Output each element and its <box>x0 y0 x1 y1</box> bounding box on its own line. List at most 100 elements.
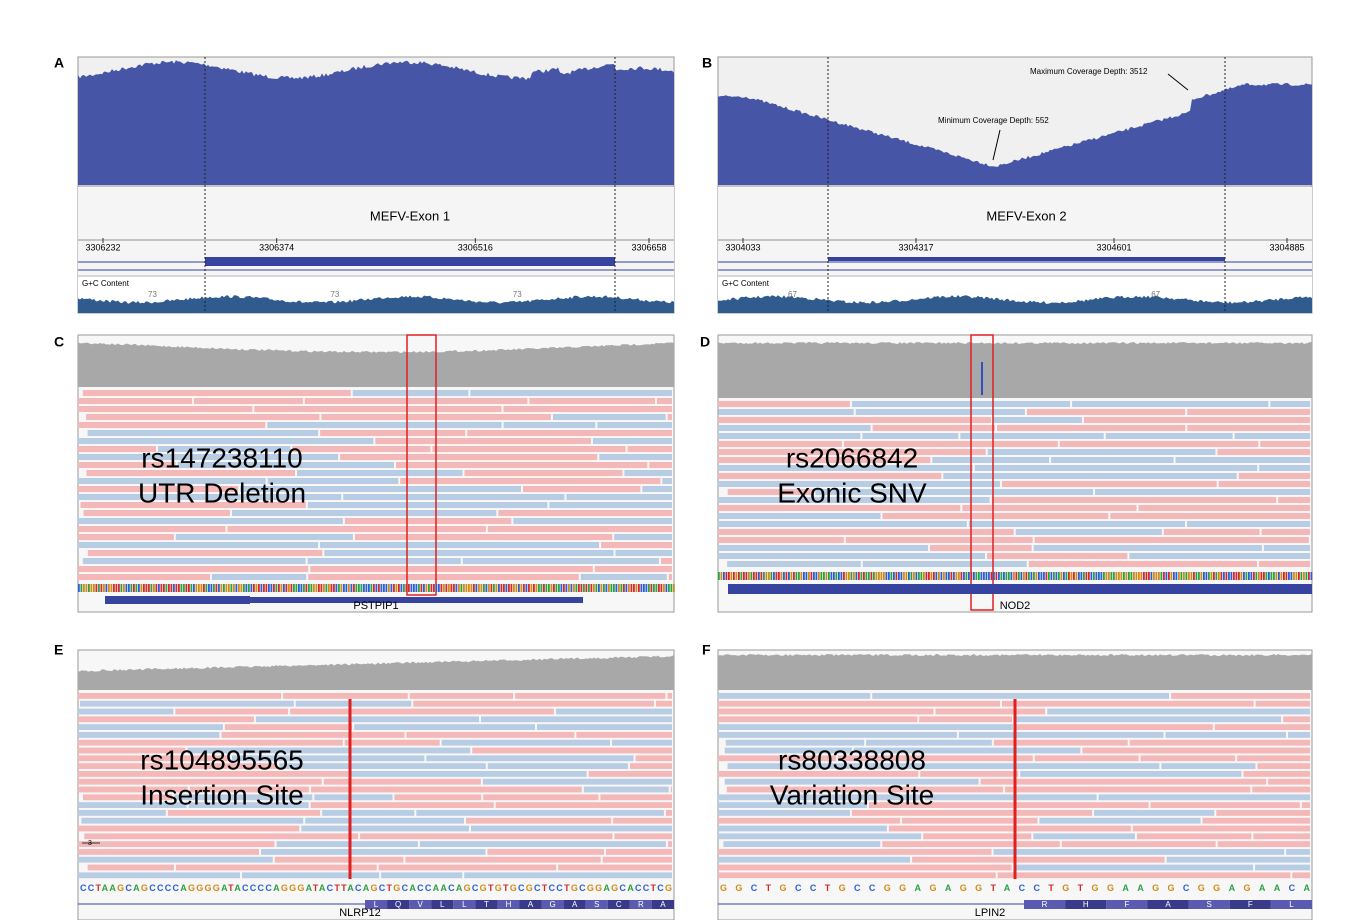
read <box>1161 763 1255 769</box>
read <box>718 849 992 855</box>
base <box>606 584 608 592</box>
base <box>191 584 193 592</box>
base <box>298 584 300 592</box>
base <box>1053 572 1055 580</box>
base <box>826 572 828 580</box>
read <box>1129 553 1310 559</box>
base <box>173 584 175 592</box>
base <box>718 572 720 580</box>
read <box>78 732 219 738</box>
base <box>96 584 98 592</box>
base <box>226 584 228 592</box>
read <box>1235 433 1310 439</box>
base <box>1203 572 1205 580</box>
base <box>661 584 663 592</box>
base <box>771 572 773 580</box>
base <box>1266 572 1268 580</box>
base <box>861 572 863 580</box>
base <box>366 584 368 592</box>
base <box>1251 572 1253 580</box>
base <box>1166 572 1168 580</box>
read <box>83 558 306 564</box>
read <box>1243 771 1310 777</box>
base <box>1226 572 1228 580</box>
base <box>921 572 923 580</box>
read <box>78 724 223 730</box>
base <box>808 572 810 580</box>
amino-acid: L <box>1289 900 1294 909</box>
read <box>962 505 1136 511</box>
base <box>1148 572 1150 580</box>
read <box>78 526 226 532</box>
base <box>86 584 88 592</box>
amino-acid: S <box>594 900 599 909</box>
read <box>322 810 414 816</box>
read <box>340 454 597 460</box>
base <box>216 584 218 592</box>
base <box>406 584 408 592</box>
read <box>1278 497 1310 503</box>
base <box>206 584 208 592</box>
read <box>1262 529 1310 535</box>
base <box>538 584 540 592</box>
variant-id: rs2066842 <box>786 442 918 473</box>
base <box>1111 572 1113 580</box>
base <box>1143 572 1145 580</box>
base <box>1161 572 1163 580</box>
read <box>350 771 586 777</box>
base <box>1223 572 1225 580</box>
read <box>1035 755 1139 761</box>
base <box>1136 572 1138 580</box>
read <box>1002 701 1254 707</box>
base <box>493 584 495 592</box>
base <box>818 572 820 580</box>
read <box>254 406 501 412</box>
read <box>1286 849 1310 855</box>
coordinate: 3304601 <box>1096 242 1131 252</box>
base <box>258 584 260 592</box>
read <box>297 470 462 476</box>
read <box>943 473 1236 479</box>
amino-acid: A <box>528 900 534 909</box>
read <box>718 865 1012 871</box>
base <box>283 584 285 592</box>
panel-letter: F <box>702 642 711 658</box>
base <box>878 572 880 580</box>
base <box>938 572 940 580</box>
base <box>923 572 925 580</box>
base <box>548 584 550 592</box>
base <box>1213 572 1215 580</box>
base <box>981 572 983 580</box>
read <box>718 716 917 722</box>
read <box>718 537 844 543</box>
base <box>446 584 448 592</box>
read <box>228 526 486 532</box>
base <box>1091 572 1093 580</box>
base <box>568 584 570 592</box>
read <box>993 417 1082 423</box>
read <box>882 841 1059 847</box>
base <box>466 584 468 592</box>
base <box>468 584 470 592</box>
base <box>513 584 515 592</box>
gene-name: PSTPIP1 <box>353 600 398 612</box>
base <box>383 584 385 592</box>
gene-name: NOD2 <box>1000 600 1031 612</box>
read <box>405 857 600 863</box>
base <box>733 572 735 580</box>
read <box>856 409 1025 415</box>
base <box>346 584 348 592</box>
read <box>662 478 672 484</box>
read <box>432 446 625 452</box>
base <box>1026 572 1028 580</box>
base <box>786 572 788 580</box>
read <box>862 433 958 439</box>
base <box>1283 572 1285 580</box>
read <box>981 779 1267 785</box>
base <box>281 584 283 592</box>
read <box>846 537 1033 543</box>
read <box>920 771 1018 777</box>
base <box>373 584 375 592</box>
base <box>1013 572 1015 580</box>
read <box>78 534 174 540</box>
